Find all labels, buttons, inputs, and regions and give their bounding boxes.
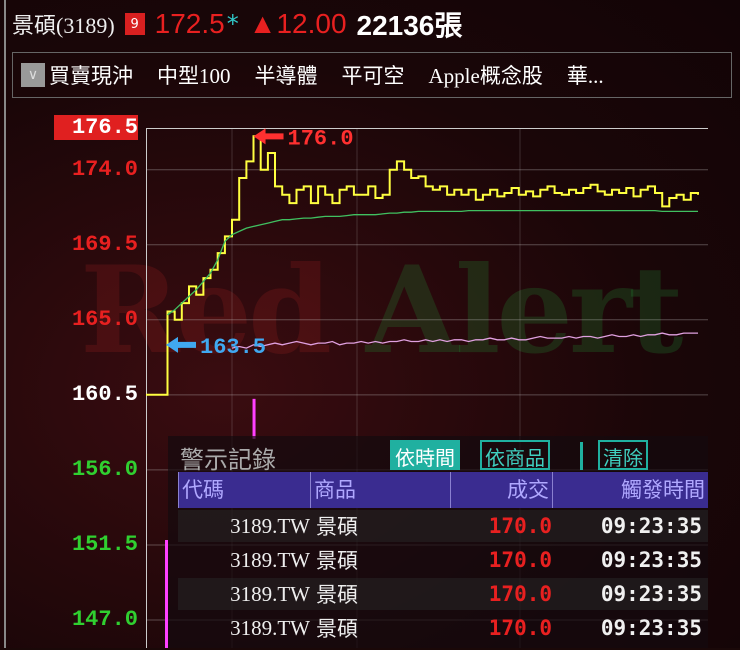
arrow-left-icon xyxy=(166,337,196,353)
time: 09:23:35 xyxy=(552,616,702,640)
product: 景碩 xyxy=(310,613,450,643)
product: 景碩 xyxy=(310,579,450,609)
price: 170.0 xyxy=(450,548,552,572)
code: 3189.TW xyxy=(178,548,310,573)
high-price-label: 176.0 xyxy=(288,126,354,151)
code: 3189.TW xyxy=(178,582,310,607)
column-code[interactable]: 代碼 xyxy=(178,472,310,508)
time: 09:23:35 xyxy=(552,582,702,606)
price: 170.0 xyxy=(450,616,552,640)
time: 09:23:35 xyxy=(552,514,702,538)
divider xyxy=(580,442,583,470)
low-price-label: 163.5 xyxy=(200,335,266,360)
column-price[interactable]: 成交 xyxy=(450,472,552,508)
code: 3189.TW xyxy=(178,514,310,539)
alert-log-title: 警示記錄 xyxy=(180,440,276,475)
clear-button[interactable]: 清除 xyxy=(598,440,648,470)
product: 景碩 xyxy=(310,511,450,541)
column-product[interactable]: 商品 xyxy=(310,472,450,508)
price: 170.0 xyxy=(450,582,552,606)
time: 09:23:35 xyxy=(552,548,702,572)
sort-by-time-button[interactable]: 依時間 xyxy=(390,440,460,470)
product: 景碩 xyxy=(310,545,450,575)
column-trigger-time[interactable]: 觸發時間 xyxy=(552,472,708,508)
price: 170.0 xyxy=(450,514,552,538)
average-line xyxy=(168,211,699,315)
alert-table-header: 代碼 商品 成交 觸發時間 xyxy=(178,472,708,508)
code: 3189.TW xyxy=(178,616,310,641)
arrow-left-icon xyxy=(254,128,284,144)
sort-by-product-button[interactable]: 依商品 xyxy=(480,440,550,470)
volume-bar xyxy=(253,399,256,439)
overlay-line xyxy=(232,333,698,348)
